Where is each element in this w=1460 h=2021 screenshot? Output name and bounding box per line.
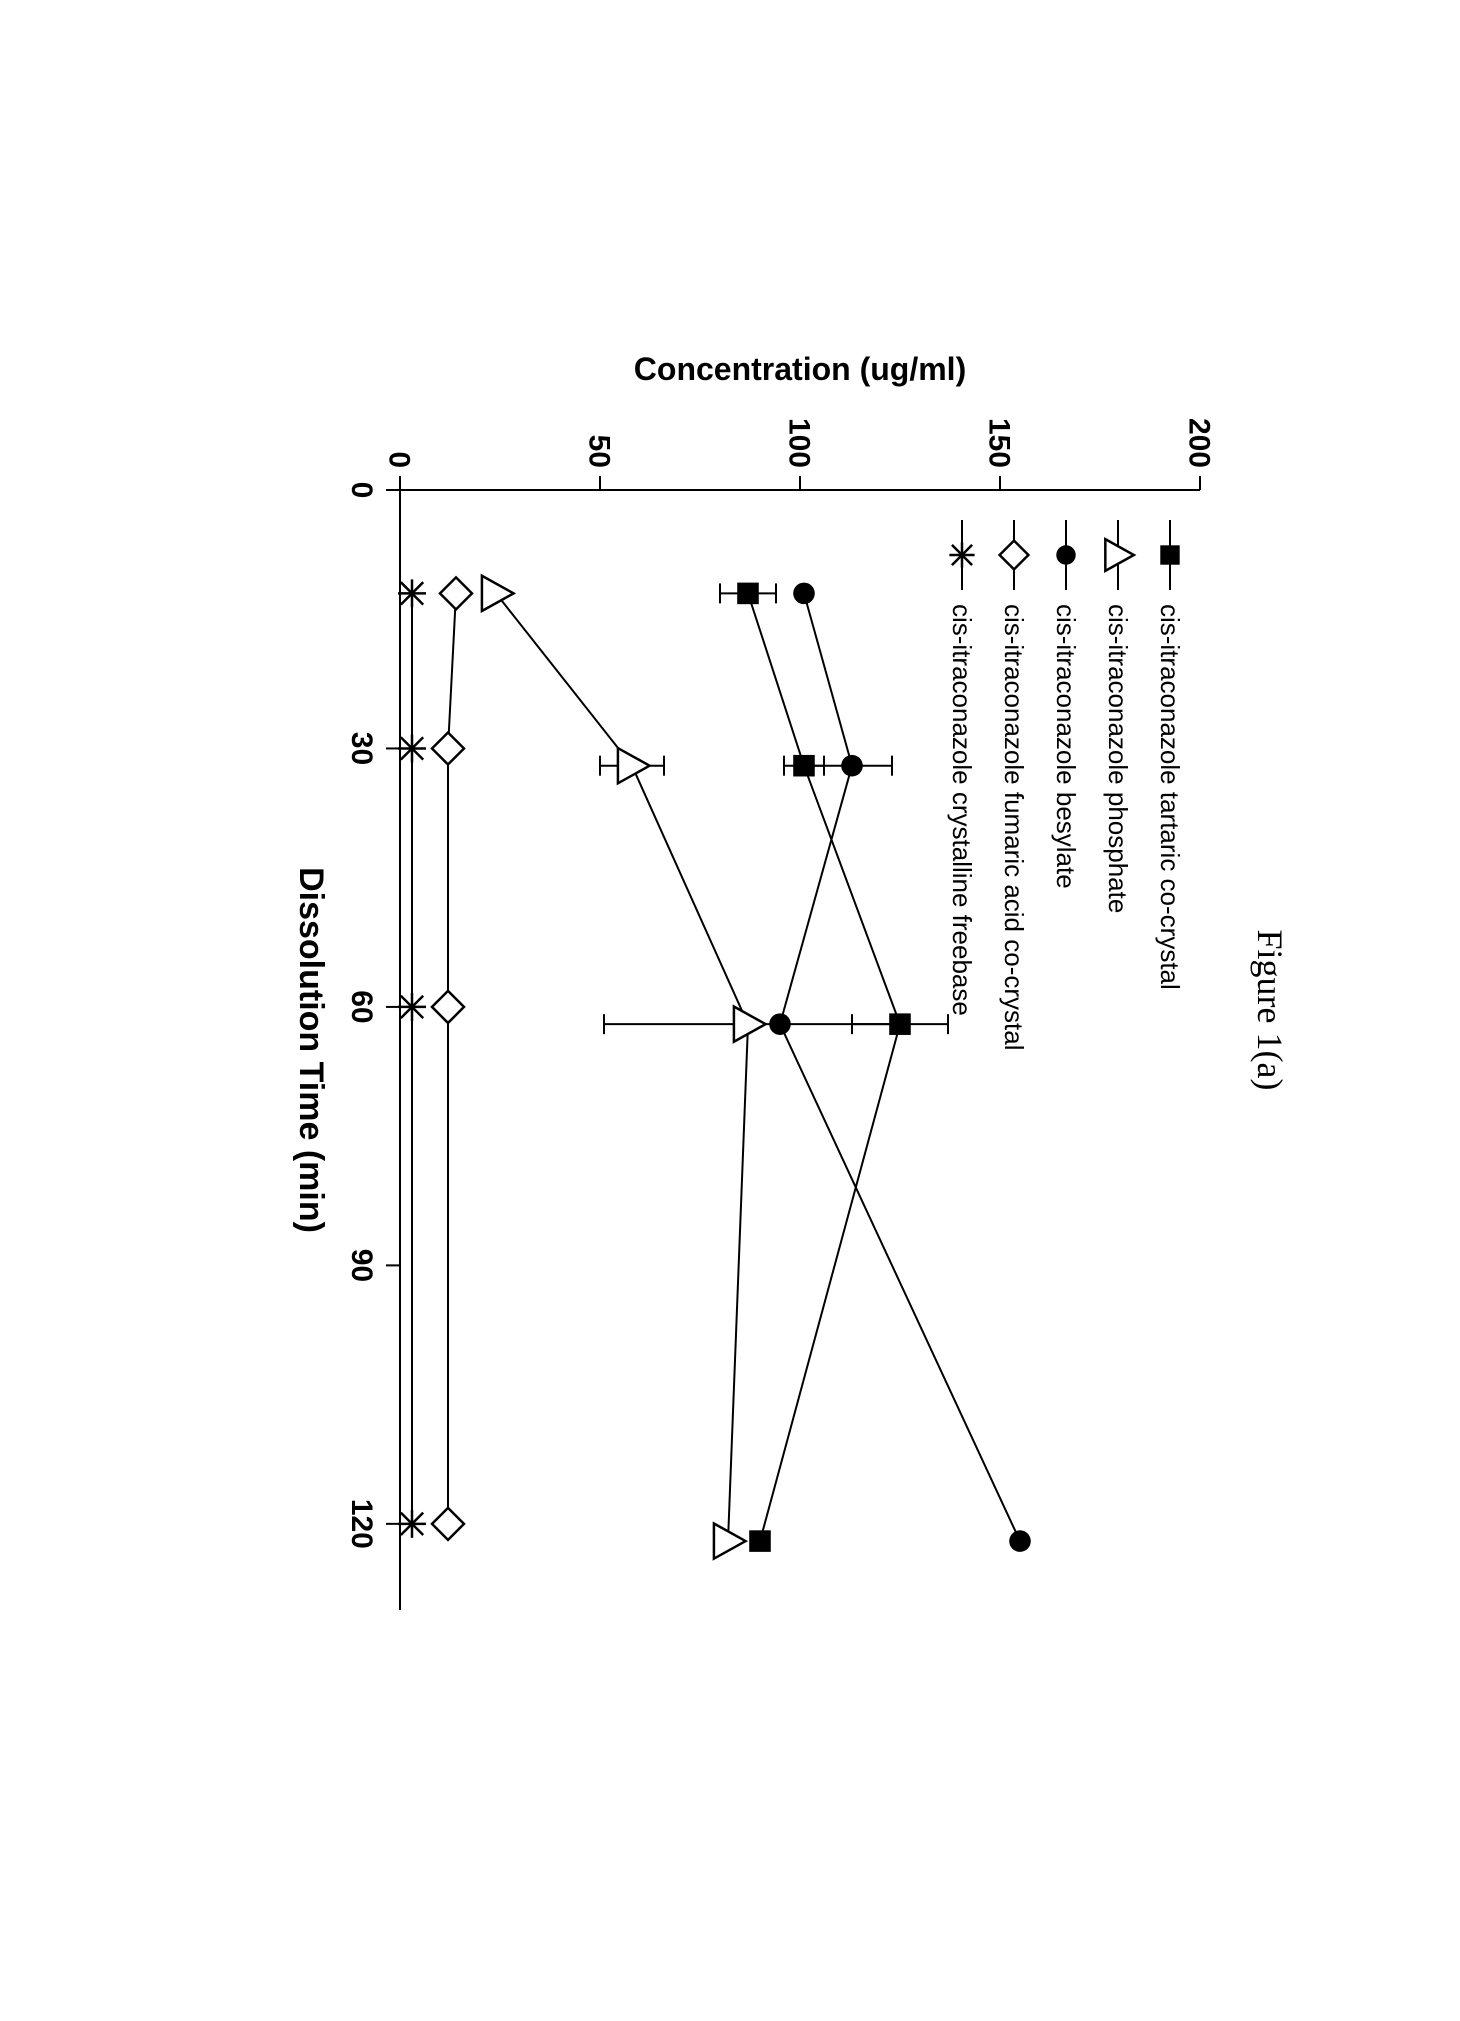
legend-label: cis-itraconazole tartaric co-crystal (1155, 604, 1185, 990)
y-tick-label: 200 (1183, 418, 1216, 468)
series-line (748, 593, 900, 1541)
marker-open-diamond (432, 991, 464, 1023)
marker-open-triangle (1105, 539, 1134, 571)
page: 0 30 60 90 120 Dissolution Time (min) 0 50 100 15… (0, 0, 1460, 2021)
series-besylate (769, 583, 1031, 1552)
y-tick-label: 0 (383, 451, 416, 468)
marker-filled-circle (793, 583, 815, 605)
x-tick-label: 120 (345, 1499, 378, 1549)
y-tick-label: 100 (783, 418, 816, 468)
marker-open-diamond (432, 732, 464, 764)
marker-filled-square (737, 583, 759, 605)
x-axis-label: Dissolution Time (min) (292, 867, 330, 1233)
marker-open-triangle (482, 576, 514, 611)
marker-open-triangle (618, 748, 650, 783)
dissolution-chart: 0 30 60 90 120 Dissolution Time (min) 0 50 100 15… (200, 310, 1260, 1710)
marker-open-diamond (1000, 541, 1029, 570)
chart-container: 0 30 60 90 120 Dissolution Time (min) 0 50 100 15… (200, 310, 1260, 1710)
series-tartaric (720, 583, 948, 1552)
x-tick-label: 90 (345, 1249, 378, 1282)
series-phosphate (482, 576, 892, 1559)
series-fumaric (432, 577, 472, 1539)
series-line (780, 593, 1020, 1541)
legend: cis-itraconazole tartaric co-crystal cis-… (947, 520, 1185, 1050)
x-tick-label: 0 (345, 482, 378, 499)
marker-open-diamond (440, 577, 472, 609)
y-tick-label: 50 (583, 435, 616, 468)
series-freebase (398, 579, 426, 1537)
y-tick-label: 150 (983, 418, 1016, 468)
marker-filled-square (749, 1530, 771, 1552)
marker-filled-circle (841, 755, 863, 777)
marker-filled-square (1160, 545, 1179, 564)
x-tick-label: 30 (345, 732, 378, 765)
y-axis-label: Concentration (ug/ml) (634, 351, 966, 387)
marker-open-diamond (432, 1508, 464, 1540)
marker-filled-circle (1009, 1530, 1031, 1552)
marker-open-triangle (734, 1007, 766, 1042)
figure-caption: Figure 1(a) (1249, 930, 1291, 1091)
marker-filled-circle (769, 1013, 791, 1035)
series-line (496, 593, 748, 1541)
legend-label: cis-itraconazole fumaric acid co-crystal (999, 604, 1029, 1050)
marker-open-triangle (714, 1523, 746, 1558)
legend-label: cis-itraconazole besylate (1051, 604, 1081, 889)
marker-filled-circle (1056, 545, 1075, 564)
legend-label: cis-itraconazole crystalline freebase (947, 604, 977, 1016)
x-tick-label: 60 (345, 990, 378, 1023)
legend-label: cis-itraconazole phosphate (1103, 604, 1133, 913)
